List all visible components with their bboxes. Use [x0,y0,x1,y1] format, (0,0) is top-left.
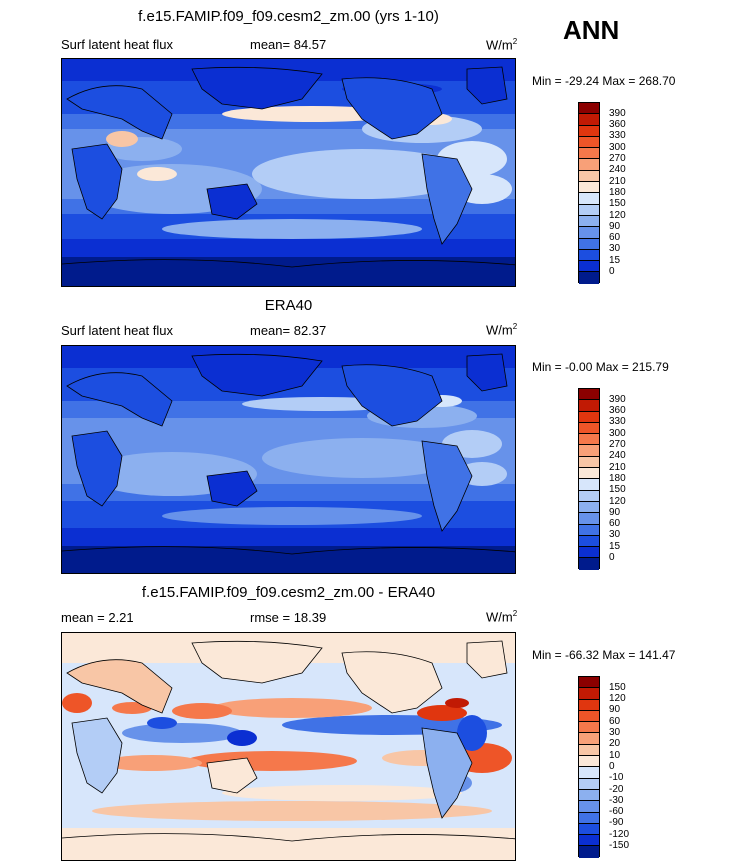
panel-mean-label: mean = 2.21 [61,610,134,625]
colorbar-label: 150 [609,198,626,209]
colorbar-label: 210 [609,176,626,187]
colorbar-label: 30 [609,243,621,254]
panel-units-label: W/m2 [486,37,518,53]
map-diff-svg [62,633,515,860]
map-diff [61,632,516,861]
colorbar-label: 390 [609,394,626,405]
colorbar-label: 120 [609,693,626,704]
panel-mean-label: mean= 84.57 [250,37,327,52]
colorbar-label: -60 [609,806,624,817]
colorbar-label: 360 [609,119,626,130]
colorbar-label: 180 [609,187,626,198]
panel-title-obs: ERA40 [264,297,313,314]
panel-units-label: W/m2 [486,609,518,625]
panel-title-diff: f.e15.FAMIP.f09_f09.cesm2_zm.00 - ERA40 [141,584,436,601]
colorbar-label: 30 [609,727,621,738]
colorbar-label: 20 [609,738,621,749]
colorbar-label: 120 [609,210,626,221]
panel-minmax-label: Min = -66.32 Max = 141.47 [532,648,676,662]
panel-title-model: f.e15.FAMIP.f09_f09.cesm2_zm.00 (yrs 1-1… [138,8,439,25]
colorbar-label: -10 [609,772,624,783]
colorbar-label: 90 [609,704,621,715]
map-obs-svg [62,346,515,573]
colorbar-label: 15 [609,255,621,266]
panel-minmax-label: Min = -29.24 Max = 268.70 [532,74,676,88]
colorbar-label: -20 [609,784,624,795]
colorbar-label: 240 [609,164,626,175]
colorbar-label: 10 [609,750,621,761]
colorbar-label: 180 [609,473,626,484]
colorbar-diff [578,676,600,858]
map-model-svg [62,59,515,286]
panel-variable-label: Surf latent heat flux [61,37,174,52]
colorbar-label: 90 [609,507,621,518]
colorbar-obs [578,388,600,570]
map-obs [61,345,516,574]
colorbar-label: -30 [609,795,624,806]
colorbar-label: 300 [609,142,626,153]
colorbar-label: 90 [609,221,621,232]
colorbar-label: -150 [609,840,630,851]
colorbar-label: 330 [609,130,626,141]
colorbar-label: 0 [609,266,615,277]
map-model [61,58,516,287]
colorbar-model [578,102,600,284]
colorbar-label: 150 [609,484,626,495]
colorbar-label: 300 [609,428,626,439]
colorbar-label: 60 [609,716,621,727]
colorbar-label: 120 [609,496,626,507]
season-label: ANN [563,15,620,45]
colorbar-label: 60 [609,518,621,529]
panel-units-label: W/m2 [486,322,518,338]
colorbar-label: -120 [609,829,630,840]
panel-mean-label: mean= 82.37 [250,323,327,338]
colorbar-label: 210 [609,462,626,473]
colorbar-label: 15 [609,541,621,552]
panel-minmax-label: Min = -0.00 Max = 215.79 [532,360,669,374]
colorbar-label: 240 [609,450,626,461]
colorbar-label: 150 [609,682,626,693]
colorbar-label: 0 [609,552,615,563]
colorbar-label: 390 [609,108,626,119]
colorbar-label: 60 [609,232,621,243]
colorbar-label: 330 [609,416,626,427]
panel-variable-label: Surf latent heat flux [61,323,174,338]
colorbar-label: -90 [609,817,624,828]
colorbar-label: 0 [609,761,615,772]
colorbar-label: 270 [609,439,626,450]
colorbar-label: 360 [609,405,626,416]
panel-rmse-label: rmse = 18.39 [250,610,327,625]
colorbar-label: 270 [609,153,626,164]
colorbar-label: 30 [609,529,621,540]
